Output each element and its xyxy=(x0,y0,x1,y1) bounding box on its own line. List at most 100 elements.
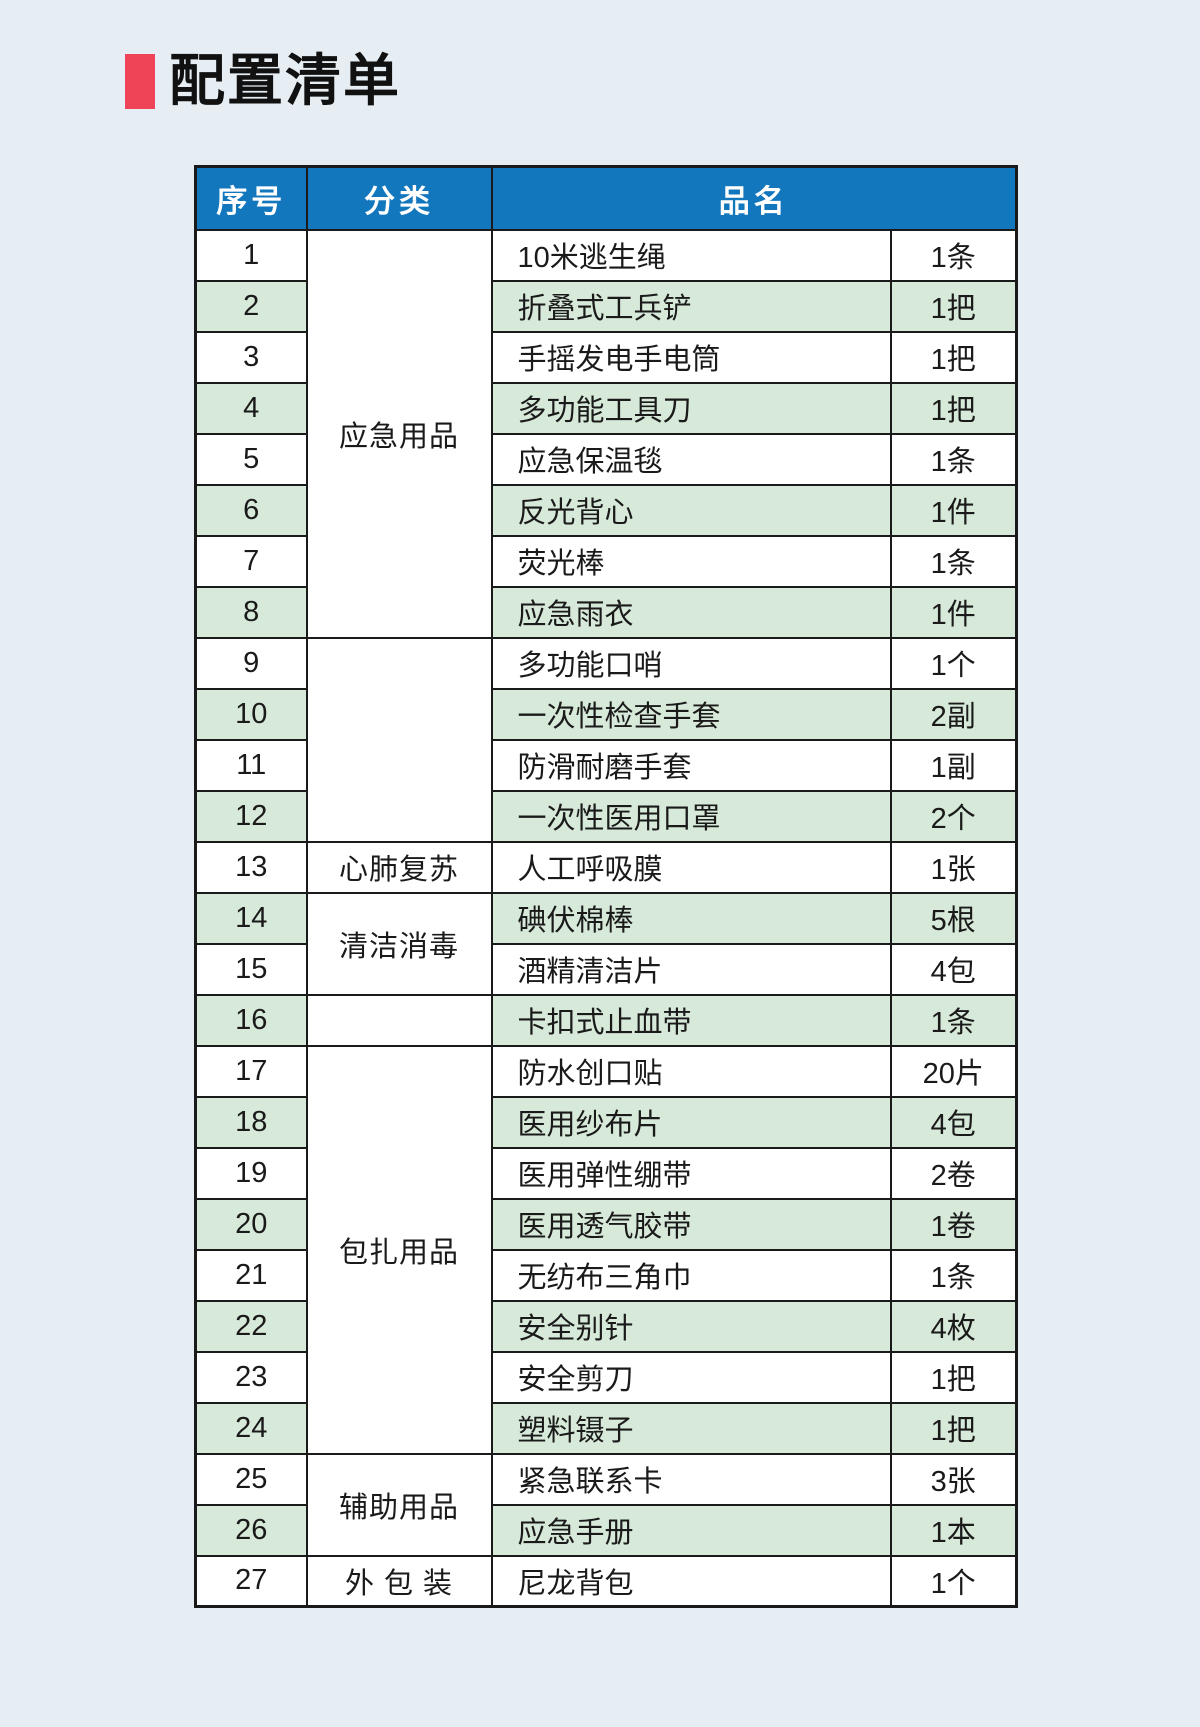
item-name-cell: 应急雨衣 xyxy=(490,585,892,639)
table-header-row: 序号 分类 品名 xyxy=(194,165,1018,231)
quantity-cell: 1条 xyxy=(889,534,1018,588)
table-row: 24 塑料镊子 1把 xyxy=(194,1401,1018,1455)
row-number-cell: 27 xyxy=(194,1554,308,1608)
category-cell: 包扎用品 xyxy=(305,1044,493,1455)
item-name-cell: 医用透气胶带 xyxy=(490,1197,892,1251)
row-number-cell: 14 xyxy=(194,891,308,945)
quantity-cell: 1副 xyxy=(889,738,1018,792)
table-row: 3 手摇发电手电筒 1把 xyxy=(194,330,1018,384)
table-row: 19 医用弹性绷带 2卷 xyxy=(194,1146,1018,1200)
row-number-cell: 6 xyxy=(194,483,308,537)
quantity-cell: 1本 xyxy=(889,1503,1018,1557)
item-name-cell: 防滑耐磨手套 xyxy=(490,738,892,792)
item-name-cell: 应急保温毯 xyxy=(490,432,892,486)
item-name-cell: 碘伏棉棒 xyxy=(490,891,892,945)
quantity-cell: 1把 xyxy=(889,279,1018,333)
category-cell: 应急用品 xyxy=(305,228,493,639)
row-number-cell: 19 xyxy=(194,1146,308,1200)
item-name-cell: 尼龙背包 xyxy=(490,1554,892,1608)
item-name-cell: 多功能工具刀 xyxy=(490,381,892,435)
table-row: 6 反光背心 1件 xyxy=(194,483,1018,537)
item-name-cell: 无纺布三角巾 xyxy=(490,1248,892,1302)
table-row: 25 辅助用品 紧急联系卡 3张 xyxy=(194,1452,1018,1557)
row-number-cell: 8 xyxy=(194,585,308,639)
row-number-cell: 3 xyxy=(194,330,308,384)
row-number-cell: 25 xyxy=(194,1452,308,1506)
quantity-cell: 4包 xyxy=(889,1095,1018,1149)
item-name-cell: 医用弹性绷带 xyxy=(490,1146,892,1200)
header-col-name: 品名 xyxy=(490,165,1018,231)
quantity-cell: 2个 xyxy=(889,789,1018,843)
quantity-cell: 1把 xyxy=(889,1350,1018,1404)
table-row: 2 折叠式工兵铲 1把 xyxy=(194,279,1018,333)
row-number-cell: 18 xyxy=(194,1095,308,1149)
item-name-cell: 医用纱布片 xyxy=(490,1095,892,1149)
table-row: 14 清洁消毒 碘伏棉棒 5根 xyxy=(194,891,1018,996)
table-row: 20 医用透气胶带 1卷 xyxy=(194,1197,1018,1251)
table-row: 11 防滑耐磨手套 1副 xyxy=(194,738,1018,792)
quantity-cell: 1个 xyxy=(889,636,1018,690)
table-row: 27 外 包 装尼龙背包 1个 xyxy=(194,1554,1018,1608)
table-row: 4 多功能工具刀 1把 xyxy=(194,381,1018,435)
item-name-cell: 人工呼吸膜 xyxy=(490,840,892,894)
row-number-cell: 11 xyxy=(194,738,308,792)
row-number-cell: 12 xyxy=(194,789,308,843)
item-name-cell: 卡扣式止血带 xyxy=(490,993,892,1047)
table-row: 15 酒精清洁片 4包 xyxy=(194,942,1018,996)
table-row: 13 心肺复苏 人工呼吸膜 1张 xyxy=(194,840,1018,894)
item-name-cell: 防水创口贴 xyxy=(490,1044,892,1098)
quantity-cell: 1条 xyxy=(889,228,1018,282)
category-cell: 外 包 装 xyxy=(305,1554,493,1608)
quantity-cell: 1把 xyxy=(889,1401,1018,1455)
table-row: 12 一次性医用口罩 2个 xyxy=(194,789,1018,843)
quantity-cell: 1把 xyxy=(889,381,1018,435)
page-header: 配置清单 xyxy=(125,50,401,112)
config-list-table: 序号 分类 品名 1 应急用品 10米逃生绳 1条 2 折叠式工兵铲 1把 3 手摇发电手电筒 1… xyxy=(194,165,1018,1608)
table-row: 7 荧光棒 1条 xyxy=(194,534,1018,588)
quantity-cell: 5根 xyxy=(889,891,1018,945)
quantity-cell: 1卷 xyxy=(889,1197,1018,1251)
title-accent-bar xyxy=(125,53,155,109)
quantity-cell: 4包 xyxy=(889,942,1018,996)
table-row: 10 一次性检查手套 2副 xyxy=(194,687,1018,741)
item-name-cell: 一次性检查手套 xyxy=(490,687,892,741)
category-cell xyxy=(305,636,493,843)
quantity-cell: 20片 xyxy=(889,1044,1018,1098)
table-row: 22 安全别针 4枚 xyxy=(194,1299,1018,1353)
item-name-cell: 多功能口哨 xyxy=(490,636,892,690)
row-number-cell: 2 xyxy=(194,279,308,333)
quantity-cell: 2卷 xyxy=(889,1146,1018,1200)
row-number-cell: 15 xyxy=(194,942,308,996)
row-number-cell: 1 xyxy=(194,228,308,282)
page-title: 配置清单 xyxy=(169,49,401,112)
quantity-cell: 1张 xyxy=(889,840,1018,894)
item-name-cell: 酒精清洁片 xyxy=(490,942,892,996)
quantity-cell: 1条 xyxy=(889,993,1018,1047)
category-cell xyxy=(305,993,493,1047)
row-number-cell: 4 xyxy=(194,381,308,435)
quantity-cell: 1个 xyxy=(889,1554,1018,1608)
row-number-cell: 20 xyxy=(194,1197,308,1251)
header-col-number: 序号 xyxy=(194,165,308,231)
row-number-cell: 9 xyxy=(194,636,308,690)
quantity-cell: 3张 xyxy=(889,1452,1018,1506)
item-name-cell: 安全剪刀 xyxy=(490,1350,892,1404)
quantity-cell: 1件 xyxy=(889,585,1018,639)
quantity-cell: 1件 xyxy=(889,483,1018,537)
table-row: 16 卡扣式止血带 1条 xyxy=(194,993,1018,1047)
quantity-cell: 2副 xyxy=(889,687,1018,741)
table-row: 5 应急保温毯 1条 xyxy=(194,432,1018,486)
quantity-cell: 1条 xyxy=(889,432,1018,486)
item-name-cell: 反光背心 xyxy=(490,483,892,537)
item-name-cell: 折叠式工兵铲 xyxy=(490,279,892,333)
row-number-cell: 26 xyxy=(194,1503,308,1557)
item-name-cell: 紧急联系卡 xyxy=(490,1452,892,1506)
row-number-cell: 5 xyxy=(194,432,308,486)
row-number-cell: 16 xyxy=(194,993,308,1047)
table-row: 21 无纺布三角巾 1条 xyxy=(194,1248,1018,1302)
table-row: 1 应急用品 10米逃生绳 1条 xyxy=(194,228,1018,639)
row-number-cell: 24 xyxy=(194,1401,308,1455)
item-name-cell: 荧光棒 xyxy=(490,534,892,588)
row-number-cell: 21 xyxy=(194,1248,308,1302)
quantity-cell: 4枚 xyxy=(889,1299,1018,1353)
